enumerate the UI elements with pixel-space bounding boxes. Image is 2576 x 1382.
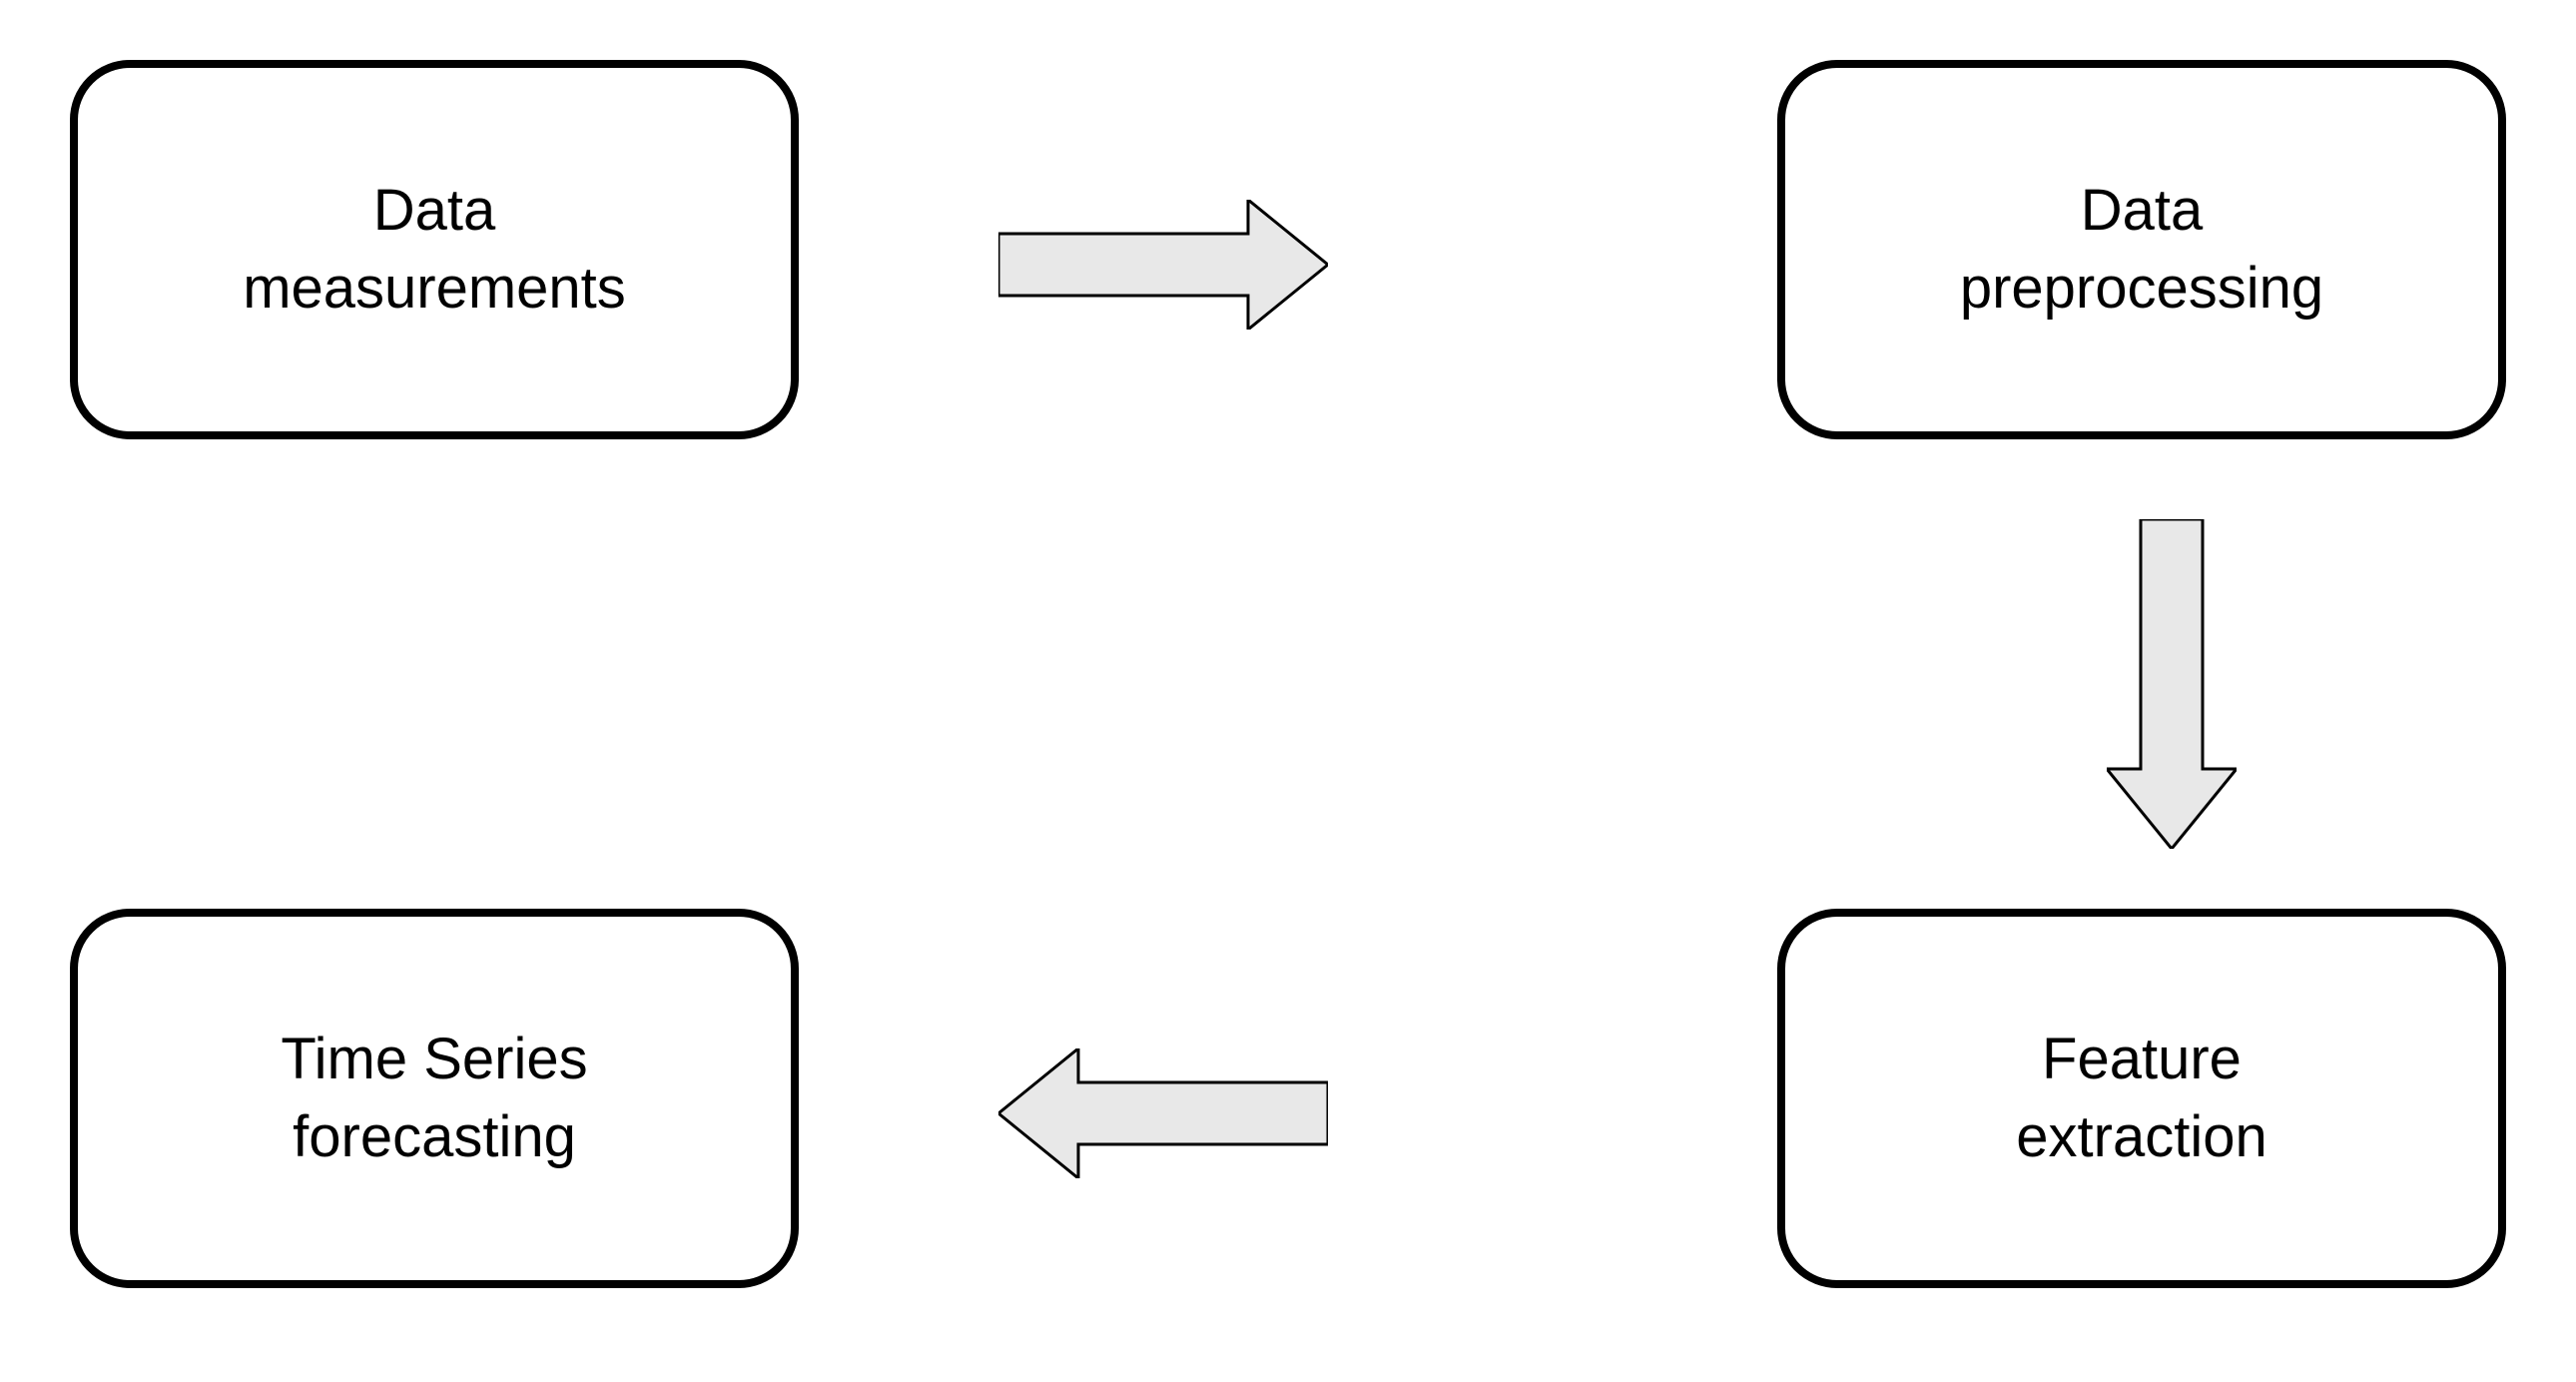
- node-feature-extraction: Feature extraction: [1777, 909, 2506, 1288]
- node-label-line2: extraction: [2016, 1098, 2266, 1176]
- node-label-line1: Data: [243, 172, 626, 250]
- arrow-down-icon: [2107, 519, 2237, 849]
- node-data-preprocessing: Data preprocessing: [1777, 60, 2506, 439]
- flowchart-container: Data measurements Data preprocessing Fea…: [0, 0, 2576, 1382]
- node-label-line1: Data: [1960, 172, 2323, 250]
- arrow-left-icon: [998, 1048, 1328, 1178]
- node-label-line2: forecasting: [281, 1098, 587, 1176]
- arrow-right-icon: [998, 200, 1328, 330]
- node-time-series-forecasting: Time Series forecasting: [70, 909, 799, 1288]
- node-data-measurements: Data measurements: [70, 60, 799, 439]
- node-label-line2: measurements: [243, 250, 626, 328]
- node-label-line1: Feature: [2016, 1021, 2266, 1098]
- node-label-line2: preprocessing: [1960, 250, 2323, 328]
- node-label-line1: Time Series: [281, 1021, 587, 1098]
